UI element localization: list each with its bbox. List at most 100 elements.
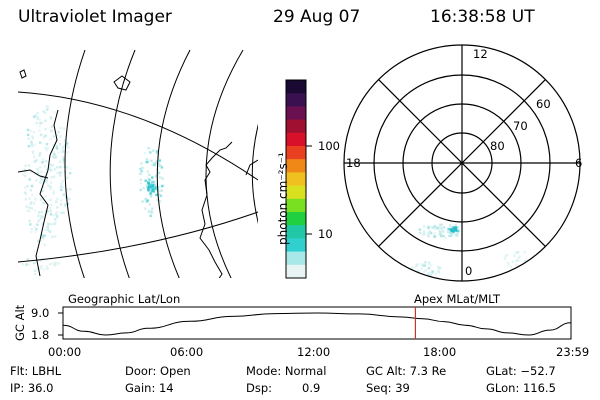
info-gc-alt: GC Alt: 7.3 Re xyxy=(366,364,447,378)
emission-pixel xyxy=(37,214,40,217)
emission-pixel xyxy=(517,259,520,262)
emission-pixel xyxy=(452,232,456,235)
emission-pixel xyxy=(150,159,153,162)
emission-pixel xyxy=(429,274,432,277)
colorbar-band xyxy=(286,80,306,94)
emission-pixel xyxy=(440,234,443,238)
emission-pixel xyxy=(40,210,43,214)
emission-pixel xyxy=(155,193,158,197)
info-dsp-value: 0.9 xyxy=(302,381,321,395)
emission-pixel xyxy=(149,214,152,218)
emission-pixel xyxy=(60,188,63,192)
emission-pixel xyxy=(141,200,144,203)
emission-pixel xyxy=(50,235,54,239)
emission-pixel xyxy=(34,230,37,233)
emission-pixel xyxy=(45,142,49,146)
emission-pixel xyxy=(428,261,431,264)
emission-pixel xyxy=(151,207,154,210)
colorbar-band xyxy=(286,264,306,279)
emission-pixel xyxy=(45,181,48,184)
emission-pixel xyxy=(39,152,42,155)
emission-pixel xyxy=(23,186,27,189)
emission-pixel xyxy=(146,160,149,164)
emission-pixel xyxy=(148,173,151,177)
altitude-curve xyxy=(62,312,571,336)
emission-pixel xyxy=(40,176,43,179)
emission-pixel xyxy=(45,267,48,270)
emission-pixel xyxy=(37,115,40,119)
emission-pixel xyxy=(154,183,157,186)
emission-pixel xyxy=(517,256,520,259)
emission-pixel xyxy=(455,233,458,236)
emission-pixel xyxy=(54,221,57,224)
emission-pixel xyxy=(422,233,425,236)
timeline-xtick-2359: 23:59 xyxy=(556,345,590,359)
emission-pixel xyxy=(427,226,430,230)
emission-pixel xyxy=(52,192,55,195)
colorbar-gradient xyxy=(286,80,306,279)
timeline-ytick-label-18: 1.8 xyxy=(31,328,50,342)
emission-pixel xyxy=(411,266,415,269)
emission-pixel xyxy=(52,235,56,239)
emission-pixel xyxy=(35,179,38,182)
emission-pixel xyxy=(50,223,53,226)
emission-pixel xyxy=(41,189,44,193)
emission-pixel xyxy=(43,213,46,217)
emission-pixel xyxy=(33,225,36,228)
emission-pixel xyxy=(53,222,56,226)
emission-pixel xyxy=(45,265,48,268)
emission-pixel xyxy=(30,171,33,174)
emission-pixel xyxy=(65,144,69,147)
emission-pixel xyxy=(433,235,436,238)
emission-pixel xyxy=(141,166,144,170)
emission-pixel xyxy=(433,227,437,231)
emission-pixel xyxy=(54,234,57,238)
emission-pixel xyxy=(27,164,31,167)
emission-pixel xyxy=(31,135,34,138)
date-label: 29 Aug 07 xyxy=(273,7,361,27)
emission-pixel xyxy=(416,263,419,266)
polar-label-lat80: 80 xyxy=(490,139,505,153)
emission-pixel xyxy=(49,181,53,184)
emission-pixel xyxy=(38,129,41,132)
emission-pixel xyxy=(151,210,154,213)
timeline-ytick-label-9: 9.0 xyxy=(31,306,50,320)
emission-pixel xyxy=(61,211,64,214)
emission-pixel xyxy=(427,267,431,270)
emission-pixel xyxy=(518,254,522,258)
emission-pixel xyxy=(59,166,62,169)
emission-pixel xyxy=(456,229,459,232)
emission-pixel xyxy=(514,263,518,266)
emission-pixel xyxy=(44,134,48,137)
emission-pixel xyxy=(54,156,57,159)
emission-pixel xyxy=(457,229,460,232)
info-door: Door: Open xyxy=(125,364,191,378)
colorbar-band xyxy=(286,172,306,187)
emission-pixel xyxy=(50,169,53,172)
emission-pixel xyxy=(68,188,72,191)
emission-pixel xyxy=(44,127,47,131)
emission-pixel xyxy=(421,263,425,266)
emission-pixel xyxy=(146,186,149,189)
emission-pixel xyxy=(147,189,150,192)
emission-pixel xyxy=(38,141,42,144)
emission-pixel xyxy=(27,263,31,266)
emission-pixel xyxy=(420,267,423,270)
emission-pixel xyxy=(151,184,155,187)
emission-pixel xyxy=(444,237,448,240)
emission-pixel xyxy=(38,154,41,157)
emission-pixel xyxy=(40,133,43,136)
emission-pixel xyxy=(26,128,30,132)
emission-pixel xyxy=(158,164,161,168)
emission-pixel xyxy=(158,176,162,179)
emission-pixel xyxy=(513,254,516,257)
emission-pixel xyxy=(139,172,142,176)
emission-pixel xyxy=(61,147,64,150)
emission-pixel xyxy=(47,229,51,232)
emission-pixel xyxy=(54,261,57,265)
emission-pixel xyxy=(424,261,427,264)
time-label: 16:38:58 UT xyxy=(430,7,535,27)
emission-pixel xyxy=(33,143,37,147)
polar-label-18: 18 xyxy=(346,156,361,170)
emission-pixel xyxy=(59,186,62,189)
